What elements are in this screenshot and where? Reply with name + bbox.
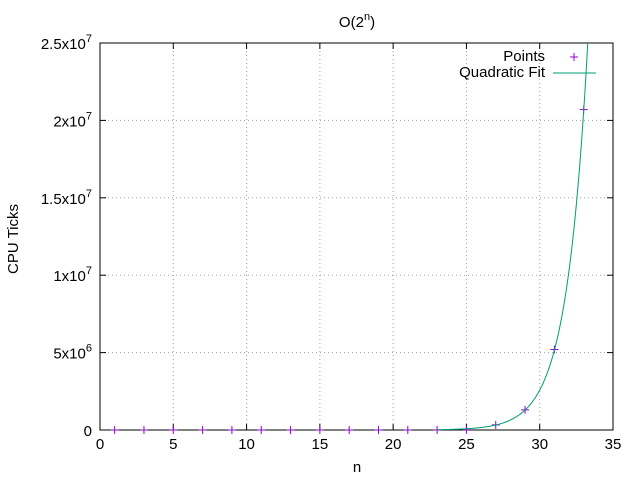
title-suffix: ) [370, 14, 375, 31]
data-point [403, 426, 412, 434]
data-point [139, 426, 148, 434]
x-tick-label: 15 [312, 436, 329, 453]
y-axis-label: CPU Ticks [5, 204, 22, 274]
x-tick-label: 10 [238, 436, 255, 453]
chart-title: O(2n) [339, 11, 375, 31]
y-tick-label: 5x106 [53, 343, 92, 363]
data-point [286, 426, 295, 434]
axes [99, 42, 614, 431]
y-tick-label: 2x107 [53, 110, 92, 130]
title-superscript: n [364, 11, 370, 23]
y-tick-label: 0 [84, 423, 92, 440]
data-point [198, 426, 207, 434]
data-point [374, 426, 383, 434]
tick-labels: 0 5 10 15 20 25 30 35 0 5x106 1x107 1.5x107 2x107 2.5… [41, 33, 622, 453]
series [110, 43, 589, 434]
x-tick-label: 20 [385, 436, 402, 453]
plot-frame [99, 42, 614, 431]
x-tick-label: 30 [531, 436, 548, 453]
y-tick-label: 1x107 [53, 265, 92, 285]
fit-line [437, 43, 589, 430]
data-point [462, 425, 471, 434]
data-point [110, 426, 119, 434]
legend-points-symbol [570, 53, 578, 61]
x-tick-label: 35 [605, 436, 622, 453]
x-tick-label: 0 [96, 436, 104, 453]
data-point [345, 426, 354, 434]
x-tick-label: 25 [458, 436, 475, 453]
y-tick-label: 2.5x107 [41, 33, 92, 53]
x-tick-label: 5 [169, 436, 177, 453]
legend-label: Quadratic Fit [459, 64, 546, 81]
legend-label: Points [503, 48, 545, 65]
x-axis-label: n [353, 459, 361, 476]
grid-lines [100, 43, 613, 430]
y-tick-label: 1.5x107 [41, 188, 92, 208]
data-point [227, 426, 236, 434]
title-base: O(2 [339, 14, 364, 31]
data-point [315, 426, 324, 434]
data-point [169, 426, 178, 434]
data-point [257, 426, 266, 434]
